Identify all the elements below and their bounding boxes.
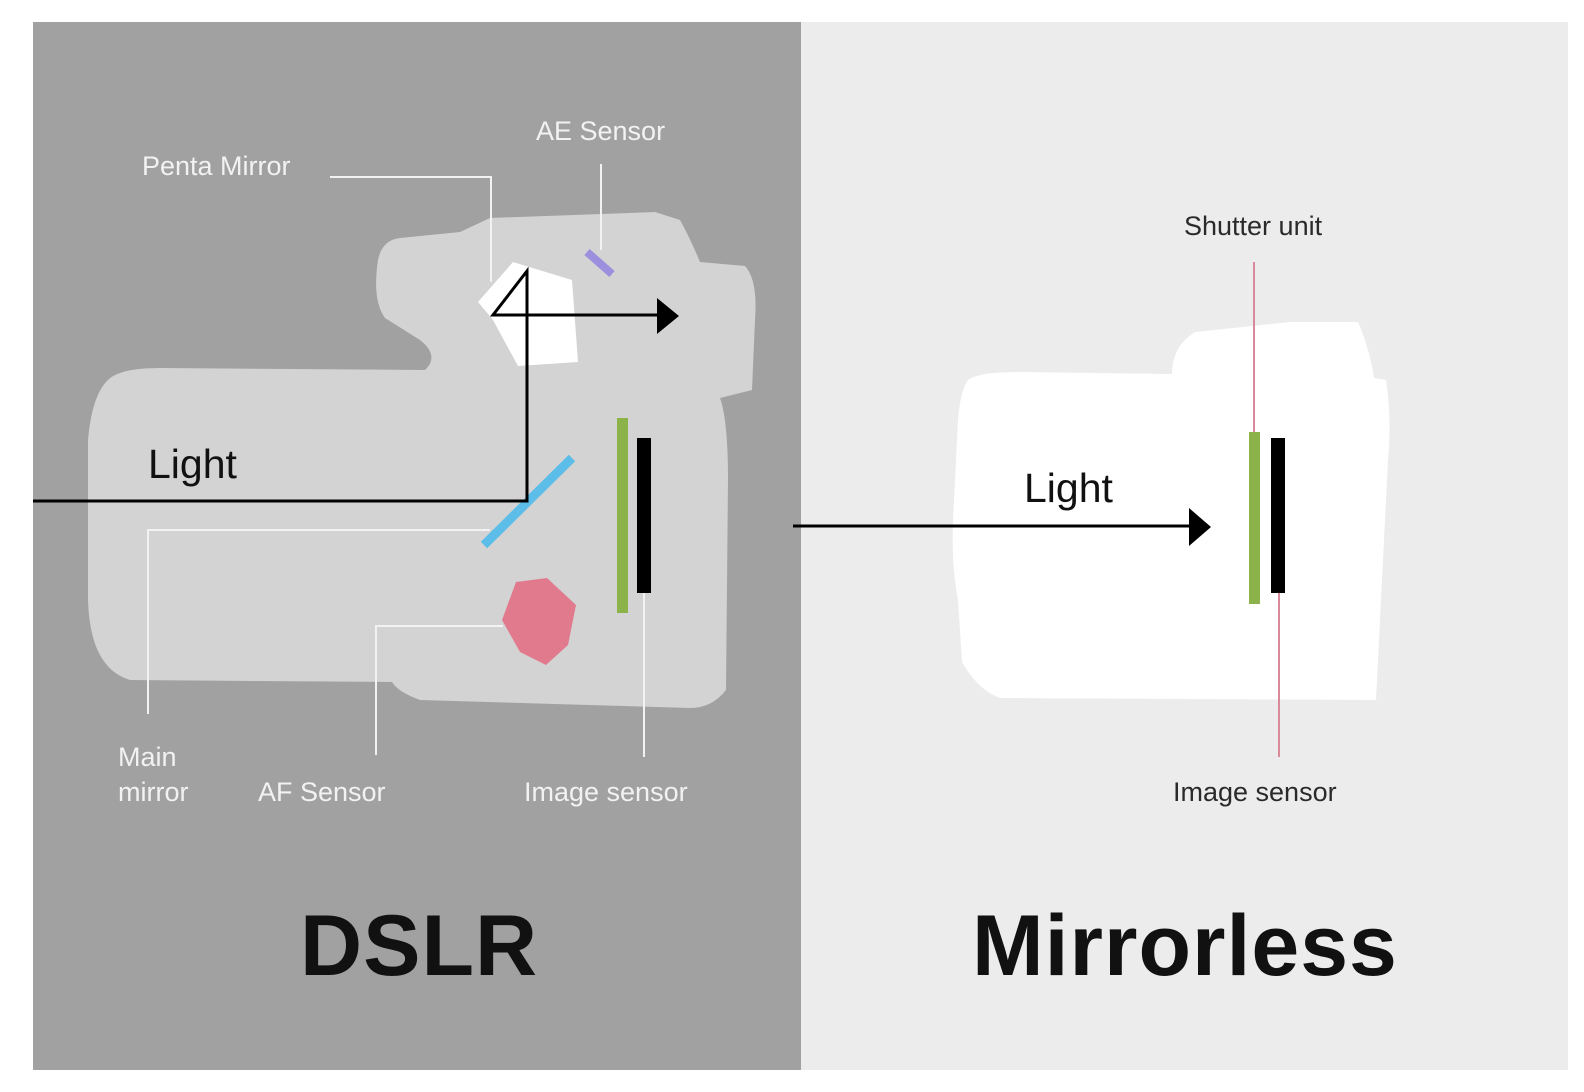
- mirrorless-shutter-bar: [1249, 432, 1260, 604]
- mirrorless-light-arrowhead: [1189, 508, 1211, 546]
- main-mirror-leader: [147, 529, 490, 714]
- dslr-light-label: Light: [148, 441, 237, 487]
- af-sensor-label: AF Sensor: [258, 777, 386, 807]
- dslr-light-arrowhead: [657, 298, 679, 334]
- mirrorless-camera-body: [952, 322, 1390, 700]
- mirrorless-light-label: Light: [1024, 465, 1113, 511]
- dslr-camera-body: [88, 212, 756, 708]
- ae-sensor-shape: [584, 248, 615, 278]
- dslr-shutter-bar: [617, 418, 628, 613]
- dslr-title: DSLR: [300, 898, 539, 994]
- dslr-image-sensor-bar: [637, 438, 651, 593]
- dslr-image-sensor-label: Image sensor: [524, 777, 688, 807]
- main-mirror-label-line1: Main: [118, 742, 177, 772]
- penta-mirror-label: Penta Mirror: [142, 151, 291, 181]
- af-sensor-shape: [502, 578, 576, 665]
- shutter-unit-label: Shutter unit: [1184, 211, 1323, 241]
- penta-mirror-leader: [330, 176, 492, 282]
- mirrorless-image-sensor-label: Image sensor: [1173, 777, 1337, 807]
- mirrorless-image-sensor-bar: [1271, 438, 1285, 593]
- main-mirror-label-line2: mirror: [118, 777, 189, 807]
- dslr-light-path: [33, 266, 664, 503]
- mirrorless-title: Mirrorless: [972, 898, 1398, 994]
- ae-sensor-label: AE Sensor: [536, 116, 666, 146]
- af-sensor-leader: [375, 625, 503, 755]
